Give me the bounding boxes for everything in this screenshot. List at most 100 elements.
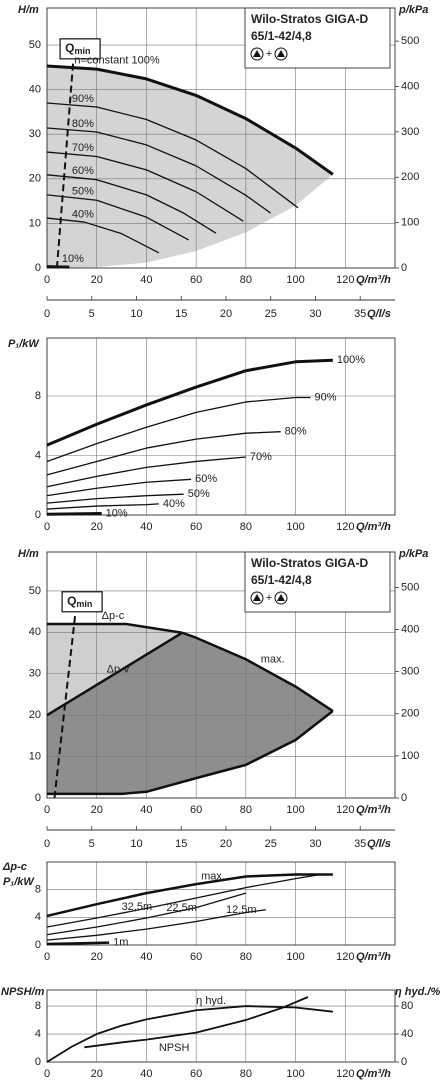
qmin-label: Qmin: [67, 594, 92, 609]
curve: [46, 478, 192, 497]
y-axis-label: NPSH/m: [1, 986, 45, 998]
curve-label: 90%: [314, 391, 336, 403]
curve-label: 60%: [195, 473, 217, 485]
symbol-join: +: [266, 592, 272, 604]
x-tick-label: 60: [190, 274, 202, 286]
x2-tick-label: 35: [354, 308, 366, 320]
curve: [46, 873, 333, 918]
y-tick-label: 0: [35, 792, 41, 804]
x2-tick-label: 5: [89, 838, 95, 850]
curve-label: 1m: [113, 936, 128, 948]
x-tick-label: 0: [44, 274, 50, 286]
y2-tick-label: 100: [401, 750, 419, 762]
x-tick-label: 80: [240, 951, 252, 963]
title-box: [244, 7, 391, 69]
curve-label: n=constant 100%: [74, 55, 160, 67]
y-axis-label: P₁/kW: [8, 338, 40, 350]
x-tick-label: 40: [140, 804, 152, 816]
y-tick-label: 10: [29, 217, 41, 229]
plot-frame: [46, 7, 396, 269]
curve-label: max.: [261, 653, 285, 665]
x-tick-label: 0: [44, 951, 50, 963]
x-axis-label: Q/m³/h: [356, 951, 391, 963]
x2-tick-label: 15: [175, 308, 187, 320]
x-tick-label: 0: [44, 1068, 50, 1080]
x-tick-label: 120: [336, 521, 354, 533]
y2-tick-label: 300: [401, 126, 419, 138]
qmin-q: Q: [67, 594, 76, 608]
x-tick-label: 40: [140, 274, 152, 286]
y2-axis-label: η hyd./%: [395, 986, 440, 998]
pump-symbol-arrow: [253, 594, 261, 601]
x2-tick-label: 30: [309, 308, 321, 320]
x2-tick-label: 10: [130, 308, 142, 320]
x-tick-label: 120: [336, 951, 354, 963]
x-tick-label: 0: [44, 804, 50, 816]
x-tick-label: 100: [286, 951, 304, 963]
y-tick-label: 40: [29, 84, 41, 96]
plot-frame: [46, 861, 396, 946]
x-tick-label: 60: [190, 804, 202, 816]
y-tick-label: 4: [35, 1028, 41, 1040]
x-tick-label: 80: [240, 1068, 252, 1080]
curve-label: η hyd.: [196, 995, 226, 1007]
x2-tick-label: 25: [265, 308, 277, 320]
x-axis-label: Q/m³/h: [356, 274, 391, 286]
title: Wilo-Stratos GIGA-D: [251, 556, 369, 570]
curve: [46, 127, 272, 214]
curve-label: max.: [201, 870, 225, 882]
curve-label: 50%: [188, 488, 210, 500]
curve-label: 10%: [62, 253, 84, 265]
x-tick-label: 100: [286, 274, 304, 286]
subtitle: 65/1-42/4,8: [251, 29, 312, 43]
curve: [46, 493, 184, 504]
curve: [46, 151, 244, 222]
curve-label: Δp-c: [102, 610, 125, 622]
x-tick-label: 60: [190, 951, 202, 963]
curve-label: 70%: [250, 451, 272, 463]
curve: [46, 892, 247, 936]
y-axis-label: P₁/kW: [3, 876, 35, 888]
x-tick-label: 60: [190, 521, 202, 533]
curve: [46, 396, 311, 463]
curve-label: 80%: [72, 118, 94, 130]
x-tick-label: 40: [140, 521, 152, 533]
x-tick-label: 80: [240, 521, 252, 533]
y2-tick-label: 0: [401, 1056, 407, 1068]
y2-tick-label: 80: [401, 1000, 413, 1012]
y-tick-label: 30: [29, 128, 41, 140]
curve-label: 50%: [72, 185, 94, 197]
curve: [46, 909, 266, 941]
curve: [46, 174, 217, 234]
curve-label: 40%: [163, 498, 185, 510]
qmin-line: [55, 62, 75, 269]
qmin-sub: min: [76, 599, 92, 609]
x-tick-label: 100: [286, 1068, 304, 1080]
qmin-line: [53, 615, 77, 799]
qmin-q: Q: [65, 41, 74, 55]
x-tick-label: 80: [240, 804, 252, 816]
title-box: [244, 551, 391, 613]
curve-label: 40%: [72, 209, 94, 221]
y-tick-label: 50: [29, 39, 41, 51]
x2-tick-label: 35: [354, 838, 366, 850]
y2-tick-label: 0: [401, 262, 407, 274]
x-tick-label: 120: [336, 1068, 354, 1080]
curve: [46, 1005, 333, 1063]
curve-label: 60%: [72, 165, 94, 177]
curve: [46, 431, 281, 476]
y-tick-label: 40: [29, 626, 41, 638]
y2-tick-label: 400: [401, 80, 419, 92]
qmin-sub: min: [74, 46, 90, 56]
curve: [46, 217, 160, 254]
curve: [47, 710, 334, 796]
title: Wilo-Stratos GIGA-D: [251, 12, 369, 26]
y-axis-label: H/m: [18, 4, 39, 16]
y2-axis-label: p/kPa: [398, 4, 428, 16]
curve-label: 22,5m: [166, 902, 197, 914]
curve-label: 32,5m: [122, 901, 153, 913]
y-tick-label: 8: [35, 1000, 41, 1012]
pump-symbol-arrow: [277, 50, 285, 57]
x2-tick-label: 10: [130, 838, 142, 850]
